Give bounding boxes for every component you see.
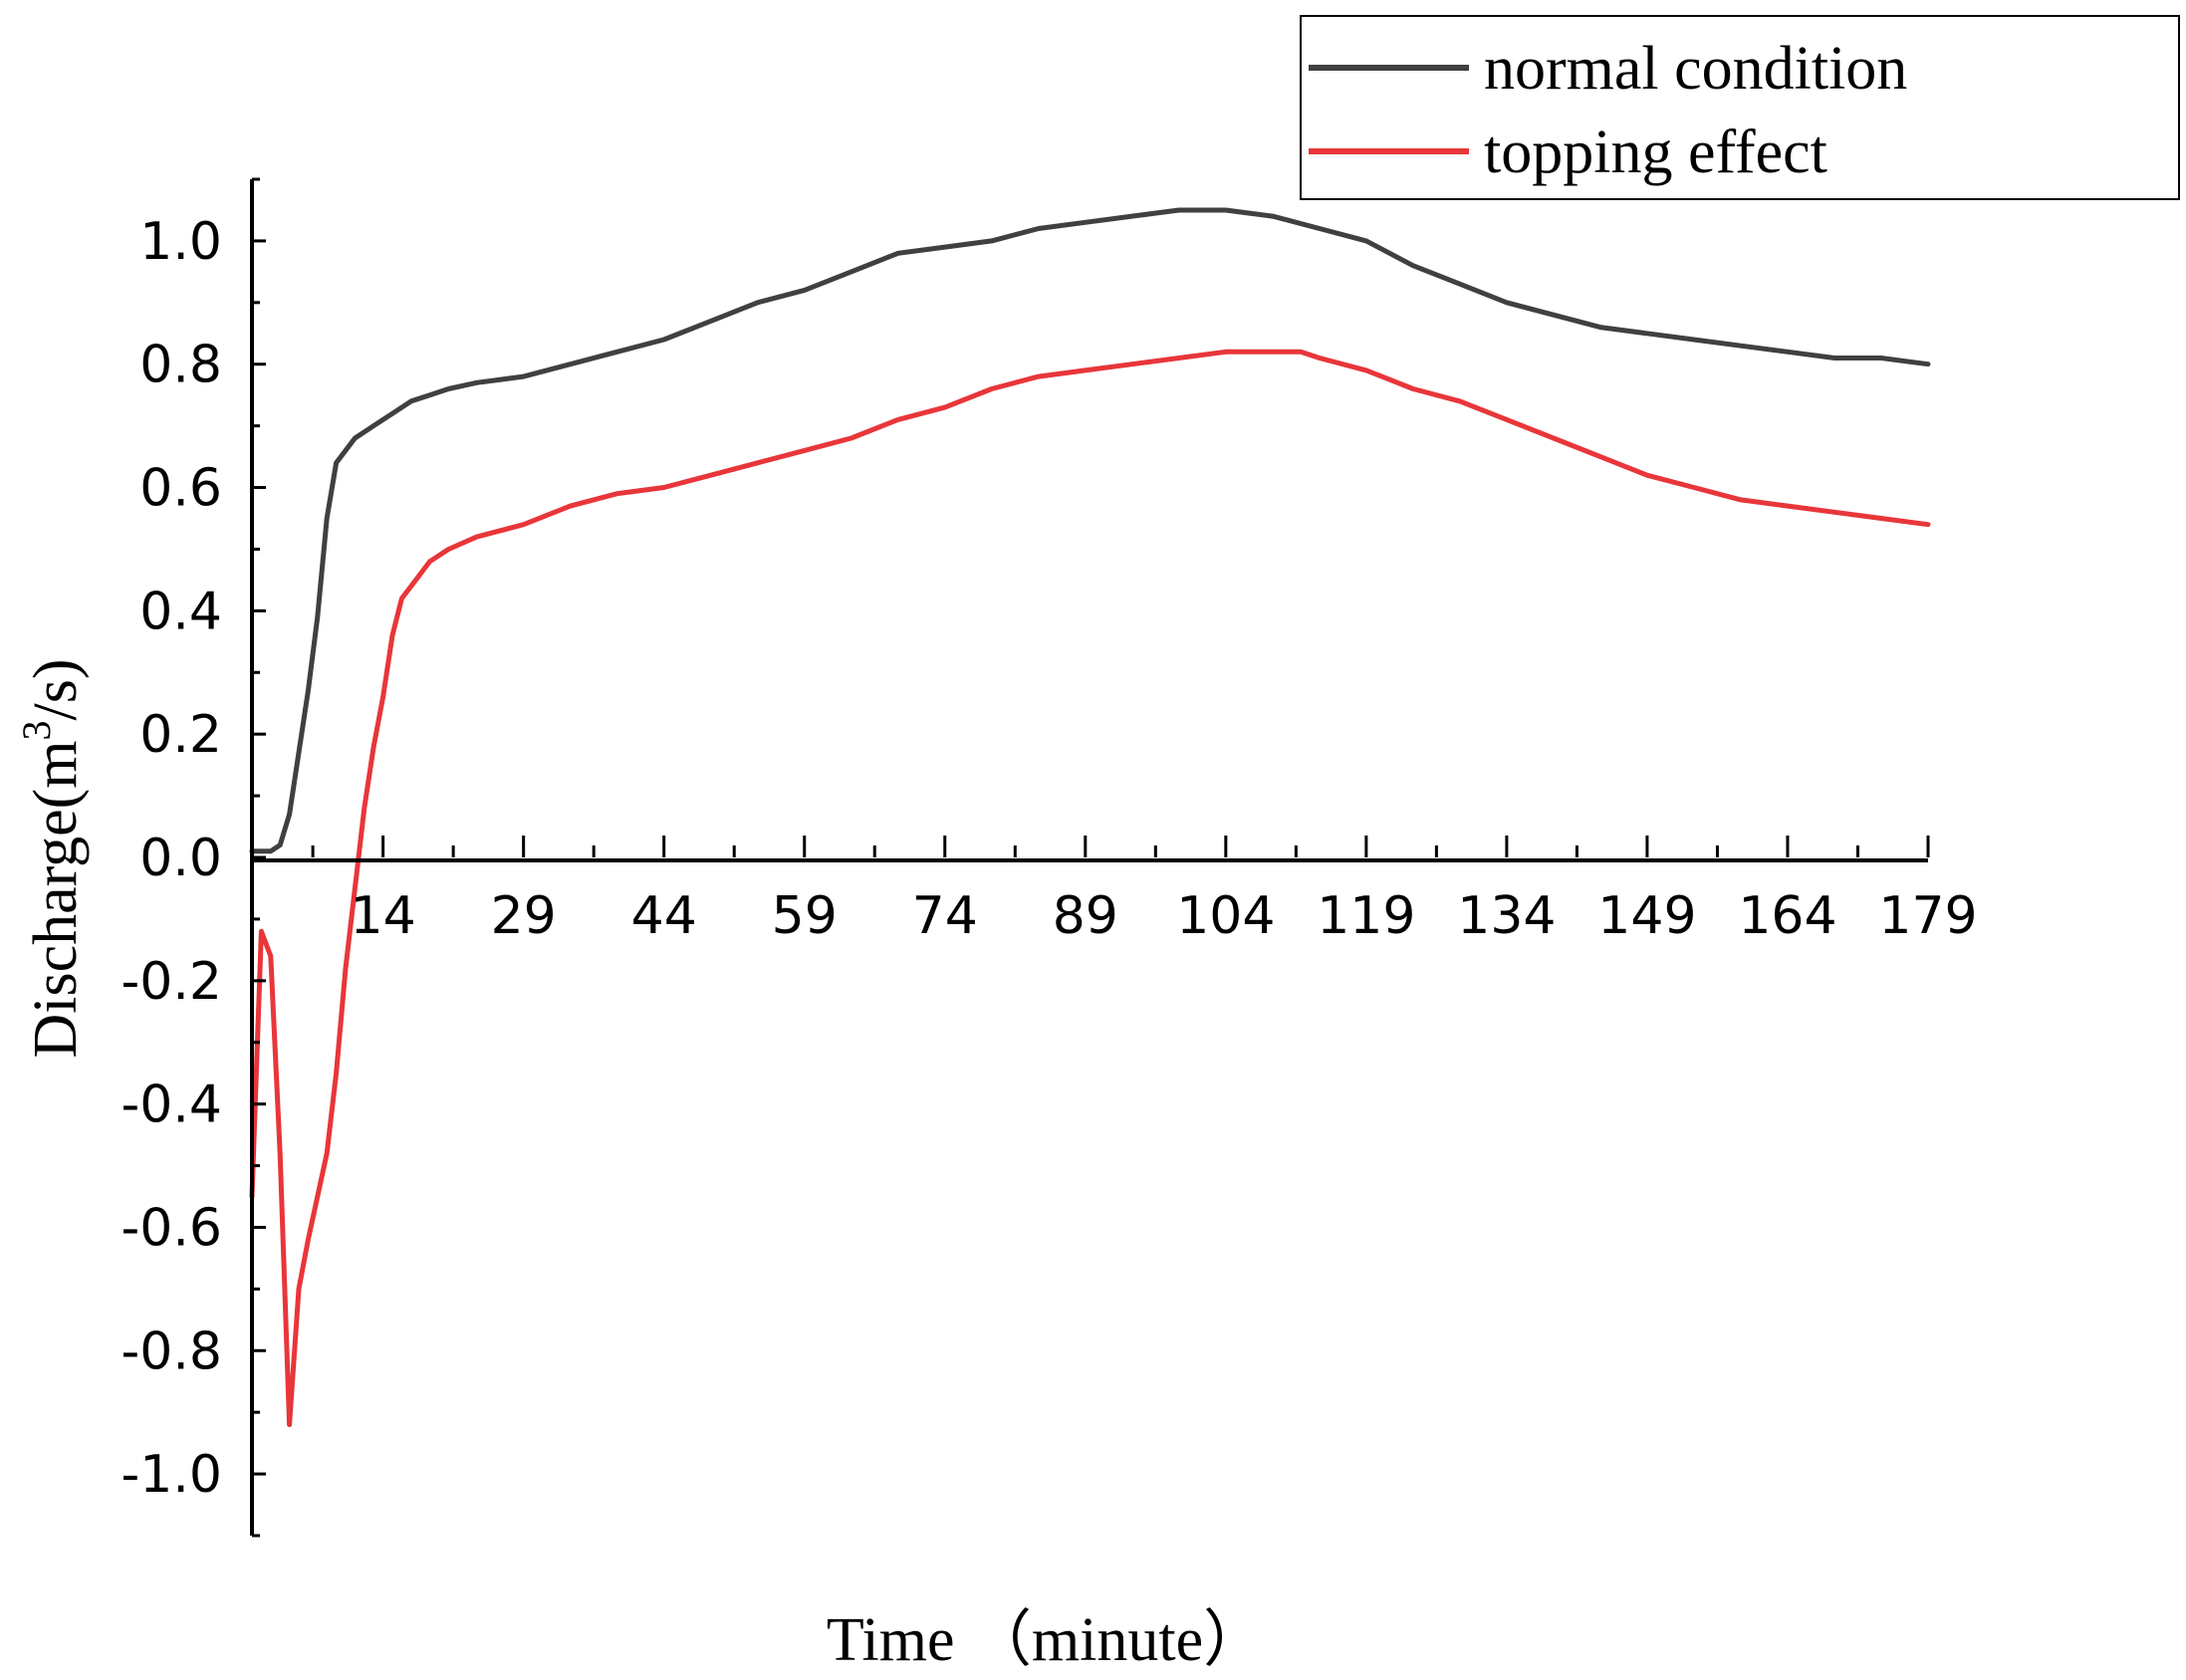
y-tick-label: 0.4	[139, 582, 222, 641]
y-axis-title: Discharge(m3/s)	[14, 658, 90, 1058]
x-tick-label: 74	[912, 886, 978, 946]
x-tick-label: 104	[1176, 886, 1275, 946]
series-layer	[249, 207, 1931, 1428]
x-tick-label: 29	[491, 886, 557, 946]
y-axis-title-tail: /s)	[22, 658, 90, 720]
axes-layer	[250, 179, 1928, 1536]
y-tick-label: -0.2	[121, 952, 222, 1012]
x-tick-label: 44	[631, 886, 697, 946]
series-line-topping-effect	[249, 349, 1931, 1428]
series-line-normal-condition	[249, 207, 1931, 854]
y-tick-label: -1.0	[121, 1445, 222, 1505]
legend: normal condition topping effect	[1300, 15, 2180, 200]
x-tick-label: 164	[1738, 886, 1836, 946]
x-axis-title: Time （minute）	[827, 1606, 1265, 1674]
y-tick-label: -0.6	[121, 1198, 222, 1258]
x-tick-label: 179	[1878, 886, 1977, 946]
legend-label-topping-effect: topping effect	[1484, 119, 1827, 186]
legend-box	[1300, 15, 2180, 200]
legend-label-normal-condition: normal condition	[1484, 35, 1907, 103]
x-tick-label: 89	[1053, 886, 1118, 946]
y-tick-label: 0.8	[139, 336, 222, 395]
y-axis-title-main: Discharge(m	[22, 740, 90, 1058]
y-tick-label: 0.2	[139, 705, 222, 765]
y-tick-label: 0.0	[139, 829, 222, 888]
ticks-layer: 1.0 0.8 0.6 0.4 0.2 0.0 -0.2 -0.4 -0.6 -0.8 -1.0 14…	[121, 177, 1978, 1538]
y-tick-label: 1.0	[139, 212, 222, 272]
y-tick-label: 0.6	[139, 459, 222, 519]
x-tick-label: 59	[772, 886, 838, 946]
x-tick-label: 14	[351, 886, 416, 946]
y-axis-title-sup: 3	[14, 720, 59, 740]
y-tick-label: -0.4	[121, 1076, 222, 1135]
x-tick-label: 149	[1597, 886, 1696, 946]
y-tick-label: -0.8	[121, 1321, 222, 1381]
x-tick-label: 134	[1457, 886, 1556, 946]
x-tick-label: 119	[1317, 886, 1415, 946]
